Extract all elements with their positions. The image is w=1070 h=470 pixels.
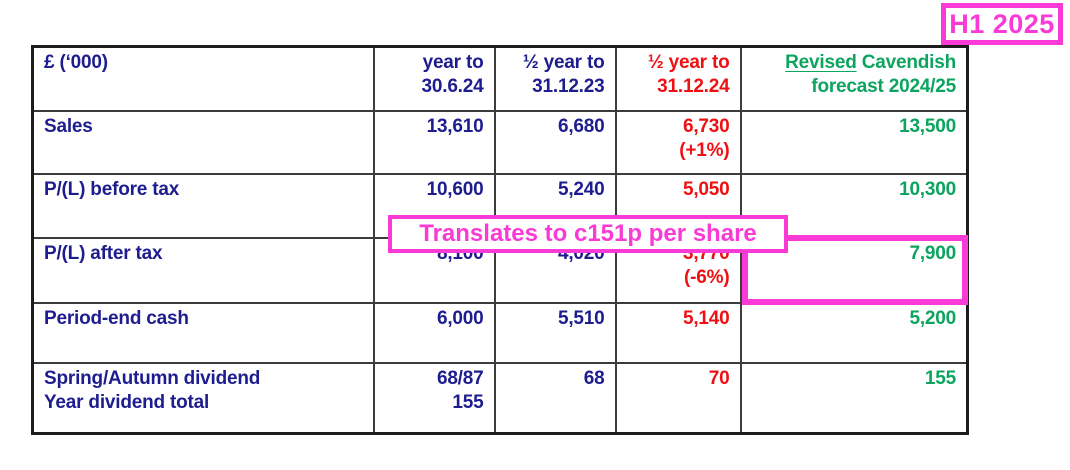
header-year-to-30-6-24: year to 30.6.24 xyxy=(372,45,496,112)
h1-2025-annotation: H1 2025 xyxy=(941,3,1063,45)
row-label: Period-end cash xyxy=(31,301,375,364)
cell-value: 5,140 xyxy=(682,307,730,329)
header-half-year-31-12-24: ½ year to 31.12.24 xyxy=(614,45,742,112)
cell-half-year-31-12-24: 5,140 xyxy=(614,301,742,364)
table-row-sales: Sales 13,610 6,680 6,730 (+1%) 13,500 xyxy=(31,109,969,175)
row-label: Sales xyxy=(31,109,375,175)
cell-change-note: (-6%) xyxy=(684,266,730,288)
cell-value: 5,050 xyxy=(682,178,730,200)
cell-half-year-31-12-23: 5,510 xyxy=(493,301,617,364)
cell-forecast: 5,200 xyxy=(739,301,969,364)
header-row: £ (‘000) year to 30.6.24 ½ year to 31.12… xyxy=(31,45,969,112)
table-row-dividends: Spring/Autumn dividend Year dividend tot… xyxy=(31,361,969,435)
cell-forecast: 155 xyxy=(739,361,969,435)
row-label: P/(L) after tax xyxy=(31,236,375,304)
header-revised-underlined: Revised xyxy=(785,52,857,73)
header-forecast-rest: Cavendish forecast 2024/25 xyxy=(811,52,956,97)
cell-half-year-31-12-23: 6,680 xyxy=(493,109,617,175)
cell-year-to-30-6-24: 6,000 xyxy=(372,301,496,364)
row-label: P/(L) before tax xyxy=(31,172,375,239)
cell-forecast: 13,500 xyxy=(739,109,969,175)
header-units: £ (‘000) xyxy=(31,45,375,112)
cell-year-to-30-6-24: 13,610 xyxy=(372,109,496,175)
cell-half-year-31-12-24: 5,050 xyxy=(614,172,742,239)
cell-change-note: (+1%) xyxy=(679,139,730,161)
row-label: Spring/Autumn dividend Year dividend tot… xyxy=(31,361,375,435)
forecast-highlight-box xyxy=(742,235,968,305)
cell-value: 6,730 xyxy=(682,115,730,137)
per-share-annotation: Translates to c151p per share xyxy=(388,215,788,253)
cell-value: 70 xyxy=(708,367,730,389)
cell-half-year-31-12-23: 68 xyxy=(493,361,617,435)
table-row-period-end-cash: Period-end cash 6,000 5,510 5,140 5,200 xyxy=(31,301,969,364)
cell-year-to-30-6-24: 68/87 155 xyxy=(372,361,496,435)
cell-half-year-31-12-24: 70 xyxy=(614,361,742,435)
header-revised-forecast: Revised Cavendish forecast 2024/25 xyxy=(739,45,969,112)
cell-half-year-31-12-24: 6,730 (+1%) xyxy=(614,109,742,175)
header-half-year-31-12-23: ½ year to 31.12.23 xyxy=(493,45,617,112)
